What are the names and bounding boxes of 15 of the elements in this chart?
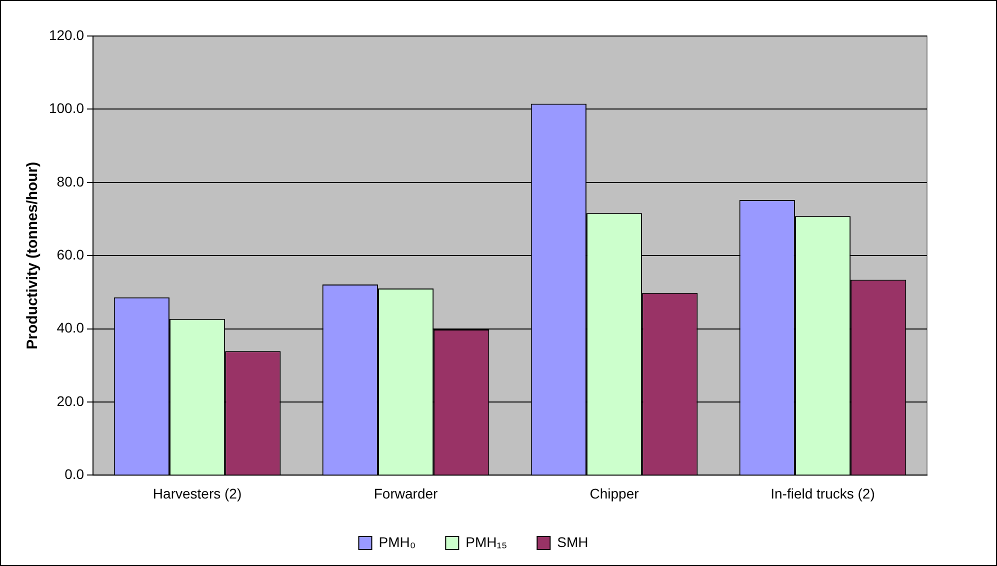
y-axis-title: Productivity (tonnes/hour) [24, 162, 42, 350]
y-tick-label: 40.0 [56, 320, 84, 336]
x-tick-label: In-field trucks (2) [770, 485, 875, 502]
x-tick-label: Forwarder [374, 485, 438, 502]
y-tick-label: 60.0 [56, 246, 84, 262]
legend-label: PMH₁₅ [466, 534, 508, 550]
legend-label: SMH [557, 534, 588, 550]
y-tick-label: 80.0 [56, 173, 84, 190]
x-tick-label: Chipper [590, 485, 640, 502]
y-tick-label: 0.0 [64, 466, 84, 482]
y-tick-label: 100.0 [48, 100, 84, 116]
y-tick-label: 120.0 [48, 26, 84, 43]
legend-label: PMH₀ [378, 534, 416, 550]
y-tick-label: 20.0 [56, 392, 84, 409]
x-tick-label: Harvesters (2) [152, 485, 242, 502]
